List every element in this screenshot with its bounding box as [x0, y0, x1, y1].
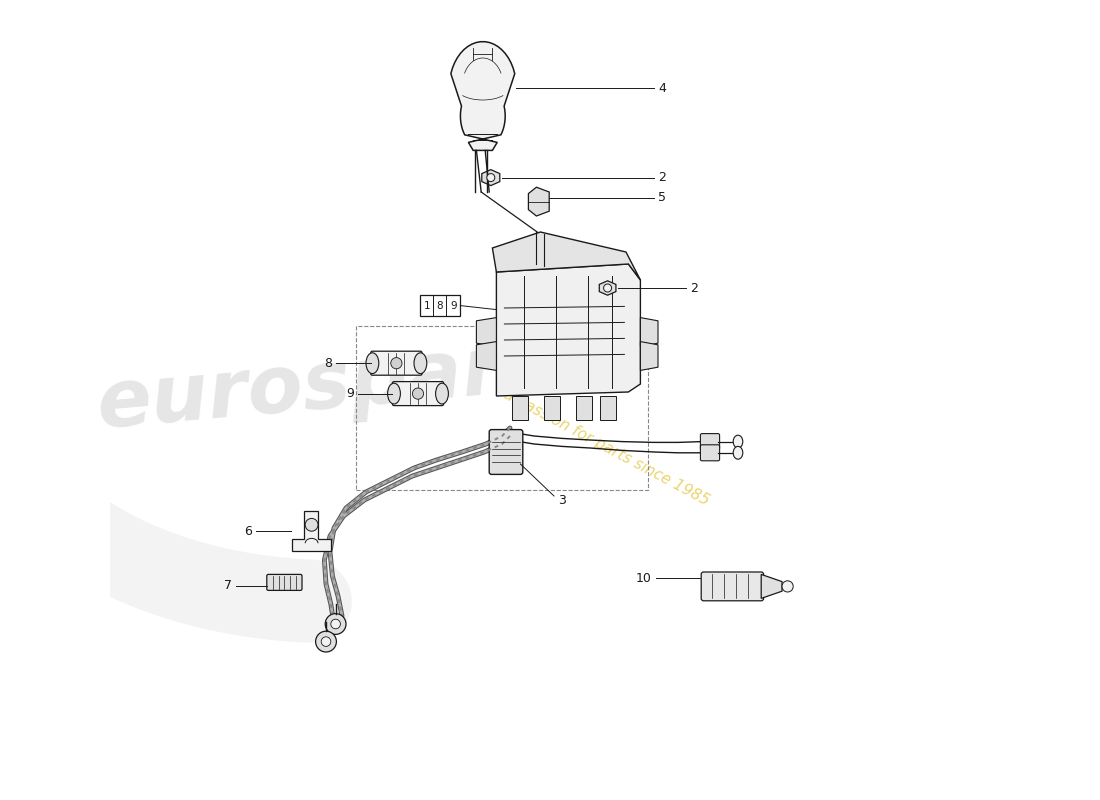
FancyBboxPatch shape — [393, 382, 443, 406]
Text: 9: 9 — [450, 301, 456, 310]
Text: eurospares: eurospares — [94, 323, 607, 445]
Polygon shape — [482, 170, 499, 186]
Text: 8: 8 — [437, 301, 443, 310]
Polygon shape — [493, 232, 640, 280]
Polygon shape — [451, 42, 515, 150]
Text: 2: 2 — [658, 171, 666, 184]
FancyBboxPatch shape — [701, 572, 763, 601]
Text: 10: 10 — [636, 572, 651, 585]
Ellipse shape — [734, 435, 742, 448]
Text: 8: 8 — [324, 357, 332, 370]
Polygon shape — [640, 342, 658, 370]
Circle shape — [331, 619, 340, 629]
FancyBboxPatch shape — [701, 445, 719, 461]
FancyBboxPatch shape — [371, 351, 422, 375]
Polygon shape — [528, 187, 549, 216]
Circle shape — [390, 358, 402, 369]
Polygon shape — [476, 318, 496, 346]
Polygon shape — [293, 511, 331, 551]
Polygon shape — [496, 264, 640, 396]
Ellipse shape — [387, 383, 400, 404]
Polygon shape — [600, 281, 616, 295]
Polygon shape — [601, 396, 616, 420]
FancyBboxPatch shape — [267, 574, 303, 590]
Circle shape — [316, 631, 337, 652]
Circle shape — [782, 581, 793, 592]
Ellipse shape — [366, 353, 378, 374]
Polygon shape — [761, 574, 782, 598]
Text: 9: 9 — [346, 387, 354, 400]
Text: 5: 5 — [658, 191, 666, 204]
Ellipse shape — [436, 383, 449, 404]
Ellipse shape — [414, 353, 427, 374]
Text: 1: 1 — [424, 301, 430, 310]
Text: 6: 6 — [244, 525, 252, 538]
Circle shape — [321, 637, 331, 646]
Polygon shape — [544, 396, 560, 420]
FancyBboxPatch shape — [490, 430, 522, 474]
Text: 4: 4 — [658, 82, 666, 94]
Polygon shape — [513, 396, 528, 420]
FancyBboxPatch shape — [701, 434, 719, 450]
Polygon shape — [476, 342, 496, 370]
Circle shape — [604, 284, 612, 292]
Circle shape — [305, 518, 318, 531]
Text: 3: 3 — [558, 494, 565, 506]
Text: a passion for parts since 1985: a passion for parts since 1985 — [500, 387, 712, 509]
Text: 7: 7 — [224, 579, 232, 592]
Circle shape — [487, 174, 495, 182]
Ellipse shape — [734, 446, 742, 459]
Circle shape — [326, 614, 346, 634]
Circle shape — [412, 388, 424, 399]
Polygon shape — [576, 396, 593, 420]
Text: 2: 2 — [690, 282, 697, 294]
Polygon shape — [640, 318, 658, 346]
